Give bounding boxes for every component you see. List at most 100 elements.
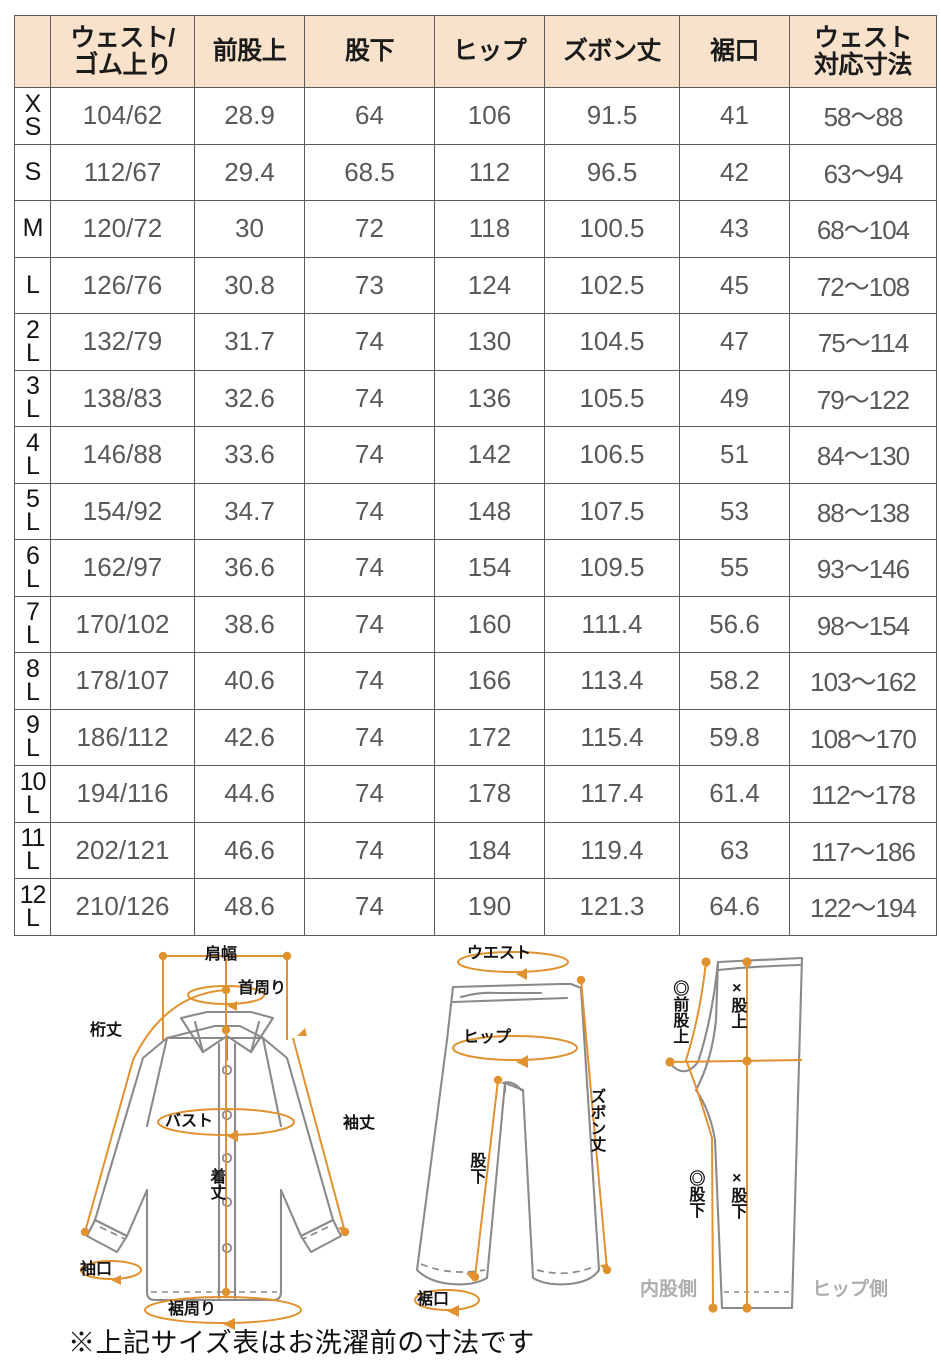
label-neck-circumference: 首周り [238, 980, 287, 997]
inseam-circle-mark: ◎ [686, 1170, 704, 1186]
cell-size-label: M [14, 200, 51, 258]
table-row: 4 L 146/88 33.6 74 142 106.5 51 84〜130 [14, 426, 937, 484]
cell-hem-opening: 61.4 [679, 765, 790, 823]
cell-hip: 136 [434, 369, 545, 427]
size-label-top: 6 [26, 541, 40, 570]
cell-inseam: 74 [304, 765, 435, 823]
diagram-pants: ウエスト ヒップ ズボン丈 股下 裾口 [395, 940, 645, 1340]
cell-hem-opening: 49 [679, 369, 790, 427]
label-inner-thigh-side: 内股側 [640, 1279, 698, 1300]
cell-size-label: 10 L [14, 765, 51, 823]
label-rise-cross: ×股上 [728, 980, 746, 1029]
cell-front-rise: 48.6 [194, 878, 305, 936]
cell-size-label: 12 L [14, 878, 51, 936]
label-hip-side: ヒップ側 [812, 1279, 889, 1300]
cell-waist-rubber: 112/67 [50, 143, 195, 201]
table-body: X S 104/62 28.9 64 106 91.5 41 58〜88 S 112/67 29.4 6… [14, 87, 937, 936]
cell-front-rise: 29.4 [194, 143, 305, 201]
cell-pants-length: 107.5 [544, 482, 680, 540]
cell-front-rise: 40.6 [194, 652, 305, 710]
cell-hem-opening: 47 [679, 313, 790, 371]
cell-waist-fit: 93〜146 [789, 539, 937, 597]
cell-waist-rubber: 178/107 [50, 652, 195, 710]
size-label-top: L [26, 270, 40, 299]
cell-inseam: 74 [304, 708, 435, 766]
cell-hip: 148 [434, 482, 545, 540]
size-label-top: 8 [26, 654, 40, 683]
label-inseam-circle: ◎股下 [686, 1170, 704, 1218]
cell-pants-length: 119.4 [544, 821, 680, 879]
size-label-bottom: L [26, 451, 40, 480]
cell-hip: 142 [434, 426, 545, 484]
cell-pants-length: 106.5 [544, 426, 680, 484]
cell-size-label: S [14, 143, 51, 201]
label-sleeve-length: 袖丈 [343, 1115, 376, 1132]
cell-inseam: 74 [304, 482, 435, 540]
cell-pants-length: 115.4 [544, 708, 680, 766]
column-header-hip: ヒップ [434, 15, 545, 88]
cell-waist-fit: 72〜108 [789, 256, 937, 314]
table-row: 3 L 138/83 32.6 74 136 105.5 49 79〜122 [14, 369, 937, 427]
column-header-waist-rubber-line1: ウェスト/ [70, 23, 175, 52]
size-label-top: 10 [19, 767, 47, 796]
cell-waist-rubber: 162/97 [50, 539, 195, 597]
column-header-hem-opening: 裾口 [679, 15, 790, 88]
cell-inseam: 74 [304, 878, 435, 936]
label-pants-hip: ヒップ [463, 1029, 512, 1046]
column-header-pants-length: ズボン丈 [544, 15, 680, 88]
cell-hip: 166 [434, 652, 545, 710]
cell-waist-rubber: 186/112 [50, 708, 195, 766]
label-pants-hem-opening: 裾口 [417, 1291, 450, 1308]
cell-hip: 172 [434, 708, 545, 766]
cell-waist-fit: 75〜114 [789, 313, 937, 371]
cell-pants-length: 111.4 [544, 595, 680, 653]
cell-front-rise: 33.6 [194, 426, 305, 484]
cell-hip: 124 [434, 256, 545, 314]
label-hem-circumference: 裾周り [168, 1301, 217, 1318]
cell-waist-rubber: 202/121 [50, 821, 195, 879]
size-label-top: 3 [26, 372, 40, 401]
table-row: 11 L 202/121 46.6 74 184 119.4 63 117〜186 [14, 821, 937, 879]
size-label-bottom: L [26, 338, 40, 367]
cell-front-rise: 36.6 [194, 539, 305, 597]
label-front-rise-circle: ◎前股上 [670, 980, 688, 1044]
table-header-row: ウェスト/ ゴム上り 前股上 股下 ヒップ ズボン丈 裾口 ウェスト 対応寸法 [14, 15, 937, 88]
cell-waist-fit: 112〜178 [789, 765, 937, 823]
label-sleeve-total-length: 桁丈 [90, 1022, 123, 1039]
column-header-size [14, 15, 51, 88]
table-row: 7 L 170/102 38.6 74 160 111.4 56.6 98〜154 [14, 595, 937, 653]
cell-hem-opening: 56.6 [679, 595, 790, 653]
cell-waist-rubber: 132/79 [50, 313, 195, 371]
cell-front-rise: 46.6 [194, 821, 305, 879]
diagram-rise-detail: ◎前股上 ×股上 ◎股下 ×股下 内股側 ヒップ側 [640, 940, 940, 1340]
cell-hem-opening: 63 [679, 821, 790, 879]
cell-inseam: 74 [304, 313, 435, 371]
cell-inseam: 68.5 [304, 143, 435, 201]
cell-hem-opening: 41 [679, 87, 790, 145]
size-label-top: 11 [20, 824, 46, 853]
cell-pants-length: 102.5 [544, 256, 680, 314]
rise-cross-mark: × [728, 980, 746, 997]
cell-waist-fit: 98〜154 [789, 595, 937, 653]
cell-waist-rubber: 194/116 [50, 765, 195, 823]
cell-waist-rubber: 120/72 [50, 200, 195, 258]
cell-front-rise: 30 [194, 200, 305, 258]
cell-hip: 112 [434, 143, 545, 201]
front-rise-circle-mark: ◎ [670, 980, 688, 996]
size-chart-table-container: ウェスト/ ゴム上り 前股上 股下 ヒップ ズボン丈 裾口 ウェスト 対応寸法 … [14, 15, 937, 936]
measurement-diagrams: 肩幅 首周り 桁丈 袖丈 バスト 着丈 袖口 裾周り [0, 940, 940, 1360]
cell-waist-rubber: 210/126 [50, 878, 195, 936]
rise-cross-text: 股上 [728, 997, 746, 1029]
cell-waist-rubber: 104/62 [50, 87, 195, 145]
cell-waist-fit: 103〜162 [789, 652, 937, 710]
cell-waist-fit: 84〜130 [789, 426, 937, 484]
size-label-bottom: L [26, 395, 40, 424]
cell-hip: 178 [434, 765, 545, 823]
cell-front-rise: 38.6 [194, 595, 305, 653]
size-label-top: 12 [19, 880, 47, 909]
cell-front-rise: 30.8 [194, 256, 305, 314]
